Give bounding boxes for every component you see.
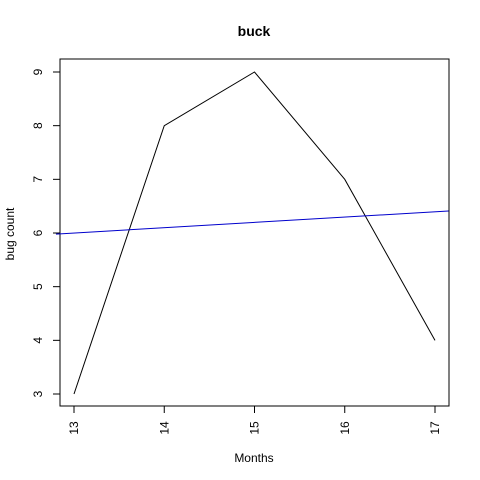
- x-tick-label: 13: [67, 421, 81, 435]
- y-tick-label: 9: [31, 68, 45, 75]
- x-tick-label: 15: [248, 421, 262, 435]
- x-tick-label: 16: [338, 421, 352, 435]
- x-axis-label: Months: [234, 451, 273, 465]
- axes-layer: 13 14 15 16 17 3 4 5 6 7 8 9: [31, 68, 442, 434]
- y-tick-label: 4: [31, 337, 45, 344]
- y-tick-label: 8: [31, 122, 45, 129]
- chart-title: buck: [238, 23, 271, 39]
- y-tick-label: 5: [31, 283, 45, 290]
- trend-line: [55, 210, 449, 235]
- series-line-0: [73, 71, 436, 395]
- series-layer: [55, 71, 449, 395]
- y-axis-label: bug count: [3, 207, 17, 260]
- x-tick-label: 17: [428, 421, 442, 435]
- x-tick-label: 14: [157, 421, 171, 435]
- y-tick-label: 3: [31, 390, 45, 397]
- y-tick-label: 7: [31, 176, 45, 183]
- y-tick-label: 6: [31, 229, 45, 236]
- plot-frame: [59, 58, 450, 407]
